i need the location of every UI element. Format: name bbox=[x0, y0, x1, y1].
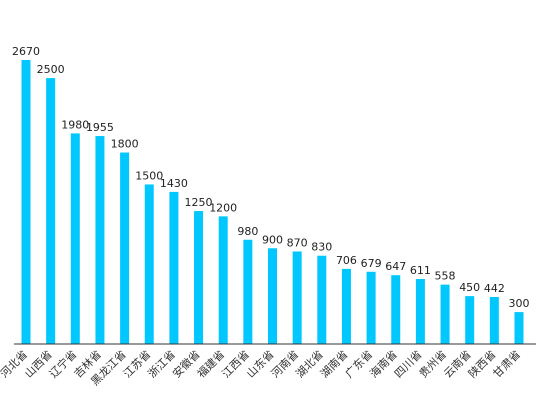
data-label: 1980 bbox=[61, 118, 89, 131]
bar bbox=[120, 152, 130, 344]
x-tick-labels-group: 河北省山西省辽宁省吉林省黑龙江省江苏省浙江省安徽省福建省江西省山东省河南省湖北省… bbox=[0, 347, 523, 388]
data-label: 611 bbox=[410, 264, 431, 277]
x-tick-label: 甘肃省 bbox=[491, 348, 524, 381]
data-label: 2670 bbox=[12, 45, 40, 58]
data-label: 870 bbox=[287, 236, 308, 249]
bar bbox=[144, 184, 154, 344]
bar bbox=[95, 136, 105, 344]
data-label: 450 bbox=[459, 281, 480, 294]
data-label: 679 bbox=[361, 257, 382, 270]
bar bbox=[391, 275, 401, 344]
bar bbox=[292, 251, 302, 344]
data-label: 1800 bbox=[111, 138, 139, 151]
bar bbox=[317, 255, 327, 344]
data-label: 442 bbox=[484, 282, 505, 295]
bar bbox=[70, 133, 80, 344]
bar bbox=[465, 296, 475, 344]
data-label: 1200 bbox=[209, 201, 237, 214]
data-label: 2500 bbox=[37, 63, 65, 76]
data-label: 1250 bbox=[185, 196, 213, 209]
bar bbox=[366, 271, 376, 344]
data-label: 1955 bbox=[86, 121, 114, 134]
data-label: 300 bbox=[509, 297, 530, 310]
bar bbox=[489, 296, 499, 344]
bar bbox=[440, 284, 450, 344]
bar bbox=[218, 216, 228, 344]
data-label: 647 bbox=[385, 260, 406, 273]
data-label: 900 bbox=[262, 233, 283, 246]
data-label: 1500 bbox=[135, 169, 163, 182]
data-label: 1430 bbox=[160, 177, 188, 190]
bar bbox=[243, 239, 253, 344]
bar bbox=[194, 211, 204, 344]
bar bbox=[46, 78, 56, 344]
bar bbox=[268, 248, 277, 344]
bar bbox=[341, 268, 351, 344]
bar bbox=[514, 312, 524, 344]
data-label: 980 bbox=[237, 225, 258, 238]
bar bbox=[415, 279, 425, 344]
data-label: 558 bbox=[435, 270, 456, 283]
data-label: 706 bbox=[336, 254, 357, 267]
bar bbox=[21, 60, 31, 344]
bar bbox=[169, 191, 179, 344]
data-label: 830 bbox=[311, 241, 332, 254]
bars-group bbox=[21, 60, 524, 344]
